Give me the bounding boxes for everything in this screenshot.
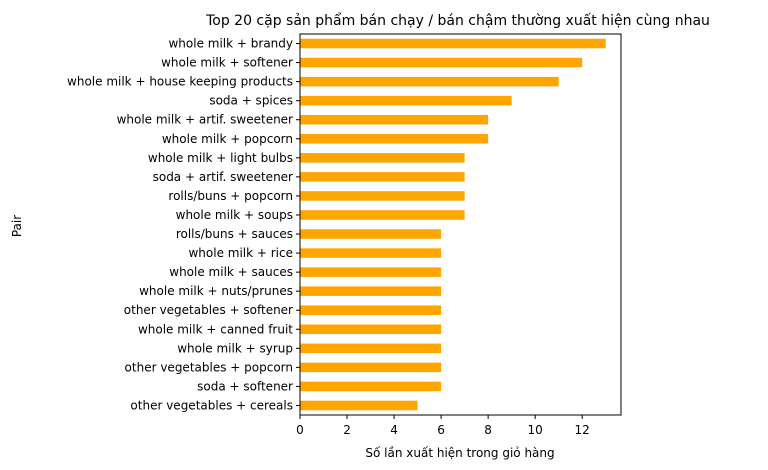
y-tick-label: rolls/buns + sauces xyxy=(176,227,293,241)
plot-frame xyxy=(299,33,622,416)
bar xyxy=(300,95,512,106)
x-tick-label: 4 xyxy=(390,423,398,437)
bar xyxy=(300,191,465,201)
chart-title: Top 20 cặp sản phẩm bán chạy / bán chậm … xyxy=(205,12,710,29)
bar xyxy=(300,343,442,354)
bar xyxy=(300,134,489,144)
y-tick-label: whole milk + syrup xyxy=(177,341,293,355)
y-tick-label: whole milk + popcorn xyxy=(162,132,293,146)
y-tick-label: other vegetables + cereals xyxy=(130,398,293,412)
bar xyxy=(300,381,442,392)
x-tick-label: 6 xyxy=(437,423,445,437)
bar xyxy=(300,324,442,335)
x-tick-label: 10 xyxy=(528,423,543,437)
x-tick-label: 2 xyxy=(343,423,351,437)
x-axis-label: Số lần xuất hiện trong giỏ hàng xyxy=(365,446,554,460)
bar xyxy=(300,248,442,258)
y-tick-label: soda + softener xyxy=(197,379,293,393)
bar xyxy=(300,210,465,220)
y-tick-label: whole milk + nuts/prunes xyxy=(139,284,293,298)
bar xyxy=(300,76,559,87)
bar xyxy=(300,286,442,296)
y-tick-label: whole milk + artif. sweetener xyxy=(117,113,293,127)
bar xyxy=(300,172,465,182)
y-tick-label: whole milk + soups xyxy=(176,208,293,222)
bar xyxy=(300,362,442,373)
y-axis-label: Pair xyxy=(10,215,24,237)
x-tick-label: 12 xyxy=(575,423,590,437)
y-tick-label: whole milk + softener xyxy=(161,56,293,70)
y-tick-labels: whole milk + brandy whole milk + softener… xyxy=(67,37,300,412)
y-tick-label: whole milk + house keeping products xyxy=(67,75,293,89)
y-tick-label: other vegetables + softener xyxy=(124,303,293,317)
y-tick-label: soda + spices xyxy=(209,94,293,108)
bar xyxy=(300,57,583,68)
y-tick-label: whole milk + light bulbs xyxy=(148,151,293,165)
bar xyxy=(300,114,489,125)
bar xyxy=(300,400,418,411)
y-tick-label: whole milk + rice xyxy=(188,246,293,260)
y-tick-label: whole milk + sauces xyxy=(169,265,293,279)
bar xyxy=(300,153,465,163)
y-tick-label: other vegetables + popcorn xyxy=(125,360,293,374)
y-tick-label: whole milk + canned fruit xyxy=(138,322,293,336)
y-tick-label: whole milk + brandy xyxy=(168,37,293,51)
x-ticks: 0 2 4 6 8 10 12 xyxy=(296,415,590,437)
bar xyxy=(300,229,442,239)
bars-group xyxy=(300,38,606,411)
x-tick-label: 8 xyxy=(484,423,492,437)
bar xyxy=(300,38,606,49)
y-tick-label: soda + artif. sweetener xyxy=(153,170,293,184)
x-tick-label: 0 xyxy=(296,423,304,437)
y-tick-label: rolls/buns + popcorn xyxy=(168,189,293,203)
bar xyxy=(300,305,442,315)
bar xyxy=(300,267,442,277)
